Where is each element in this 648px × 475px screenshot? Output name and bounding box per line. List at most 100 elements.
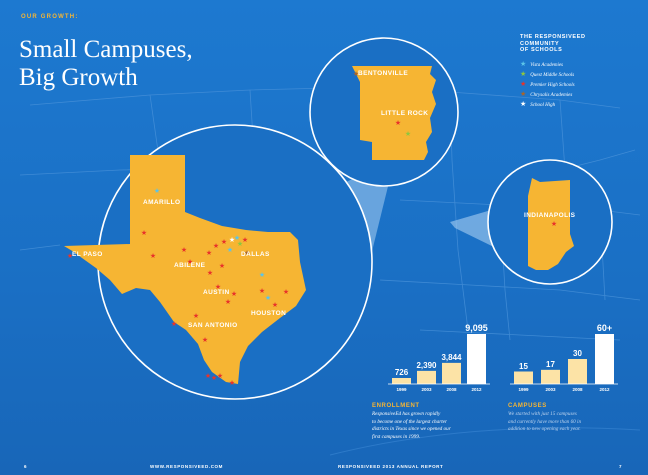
campuses-bar-chart <box>510 334 618 385</box>
star-icon: ★ <box>231 290 237 298</box>
texas-shape <box>64 155 306 384</box>
star-icon: ★ <box>154 187 160 195</box>
star-icon: ★ <box>237 240 243 248</box>
star-icon: ★ <box>520 79 527 88</box>
legend-label: Premier High Schools <box>530 82 575 88</box>
star-icon: ★ <box>219 262 225 270</box>
title-line-1: Small Campuses, <box>19 36 193 63</box>
chart-bar <box>467 334 486 384</box>
bar-year-label: 2012 <box>471 387 482 392</box>
bar-year-label: 1999 <box>396 387 407 392</box>
legend-item: ★ Chrysalis Academies <box>520 90 640 100</box>
star-icon: ★ <box>202 336 208 344</box>
indiana-school-markers: ★ <box>551 220 557 228</box>
star-icon: ★ <box>265 294 271 302</box>
bar-year-label: 2003 <box>421 387 432 392</box>
texas-school-markers: ★ ★ ★ ★ ★ ★ ★ ★ ★ ★ ★ ★ ★ ★ ★ ★ ★ ★ ★ ★ … <box>67 187 289 387</box>
campuses-text-line: We started with just 15 campuses <box>508 411 577 417</box>
star-icon: ★ <box>229 379 235 387</box>
city-label-dallas: DALLAS <box>241 251 270 258</box>
arkansas-shape <box>352 66 436 160</box>
campuses-text-line: addition to new opening each year. <box>508 426 581 432</box>
legend-item: ★ School High <box>520 100 640 110</box>
legend-heading-line-1: THE RESPONSIVEED <box>520 34 586 40</box>
legend-list: ★ Vista Academies ★ Quest Middle Schools ★ Pr… <box>520 60 640 110</box>
footer-website-link[interactable]: WWW.RESPONSIVEED.COM <box>150 464 224 469</box>
city-label-little-rock: LITTLE ROCK <box>381 110 429 117</box>
star-icon: ★ <box>244 249 250 257</box>
star-icon: ★ <box>259 271 265 279</box>
bar-year-label: 2008 <box>446 387 457 392</box>
city-label-abilene: ABILENE <box>174 262 206 269</box>
legend-label: Quest Middle Schools <box>530 72 575 78</box>
legend-heading-line-3: OF SCHOOLS <box>520 47 563 53</box>
star-icon: ★ <box>221 238 227 246</box>
bar-year-label: 1999 <box>518 387 529 392</box>
star-icon: ★ <box>225 298 231 306</box>
star-icon: ★ <box>181 246 187 254</box>
chart-bar <box>568 359 587 384</box>
legend-heading: THE RESPONSIVEED COMMUNITY OF SCHOOLS <box>520 34 640 54</box>
page-number-right: 7 <box>619 464 623 469</box>
star-icon: ★ <box>551 220 557 228</box>
star-icon: ★ <box>211 374 217 382</box>
star-icon: ★ <box>229 236 235 244</box>
star-icon: ★ <box>520 99 527 108</box>
legend-label: Chrysalis Academies <box>530 92 573 98</box>
chart-bar <box>392 378 411 384</box>
campuses-text: We started with just 15 campuses and cur… <box>508 411 638 434</box>
bar-year-label: 2008 <box>572 387 583 392</box>
star-icon: ★ <box>207 269 213 277</box>
chart-bar <box>417 370 436 384</box>
chart-bar <box>595 334 614 384</box>
star-icon: ★ <box>171 320 177 328</box>
legend-item: ★ Quest Middle Schools <box>520 70 640 80</box>
city-label-bentonville: BENTONVILLE <box>358 70 409 77</box>
indiana-shape <box>528 178 574 270</box>
footer-report-title: RESPONSIVEED 2013 ANNUAL REPORT <box>338 464 444 469</box>
star-icon: ★ <box>242 236 248 244</box>
star-icon: ★ <box>405 130 411 138</box>
star-icon: ★ <box>205 372 211 380</box>
campuses-title: CAMPUSES <box>508 403 547 409</box>
arkansas-school-markers: ★ ★ ★ <box>353 70 411 138</box>
legend-heading-line-2: COMMUNITY <box>520 40 560 47</box>
chart-bar <box>442 362 461 384</box>
legend-label: Vista Academies <box>530 62 564 68</box>
campuses-text-line: and currently have more than 60 in <box>508 418 582 425</box>
star-icon: ★ <box>227 246 233 254</box>
bar-value-label: 15 <box>519 361 528 371</box>
bar-value-label: 3,844 <box>441 352 462 362</box>
chart-bar <box>514 371 533 384</box>
bar-value-label: 30 <box>573 349 582 358</box>
star-icon: ★ <box>213 242 219 250</box>
city-label-san-antonio: SAN ANTONIO <box>188 322 238 329</box>
bar-value-label: 9,095 <box>465 323 488 333</box>
star-icon: ★ <box>193 312 199 320</box>
legend-label: School High <box>530 102 556 108</box>
city-label-austin: AUSTIN <box>203 289 230 296</box>
star-icon: ★ <box>520 89 527 98</box>
star-icon: ★ <box>215 283 221 291</box>
city-label-houston: HOUSTON <box>251 310 287 317</box>
enrollment-text-line: to become one of the largest charter <box>372 418 448 425</box>
section-eyebrow: OUR GROWTH: <box>21 14 79 20</box>
star-icon: ★ <box>283 288 289 296</box>
enrollment-text-line: districts in Texas since we opened our <box>372 426 451 432</box>
city-label-indianapolis: INDIANAPOLIS <box>524 212 576 219</box>
star-icon: ★ <box>520 69 527 78</box>
legend-item: ★ Premier High Schools <box>520 80 640 90</box>
enrollment-bar-chart <box>388 334 490 385</box>
bar-value-label: 60+ <box>596 323 613 333</box>
title-line-2: Big Growth <box>19 64 138 91</box>
star-icon: ★ <box>141 229 147 237</box>
star-icon: ★ <box>206 249 212 257</box>
bar-value-label: 726 <box>394 368 409 377</box>
city-label-el-paso: EL PASO <box>72 251 103 258</box>
enrollment-title: ENROLLMENT <box>372 403 420 409</box>
bar-year-label: 2012 <box>599 387 610 392</box>
legend-item: ★ Vista Academies <box>520 60 640 70</box>
star-icon: ★ <box>67 252 73 260</box>
